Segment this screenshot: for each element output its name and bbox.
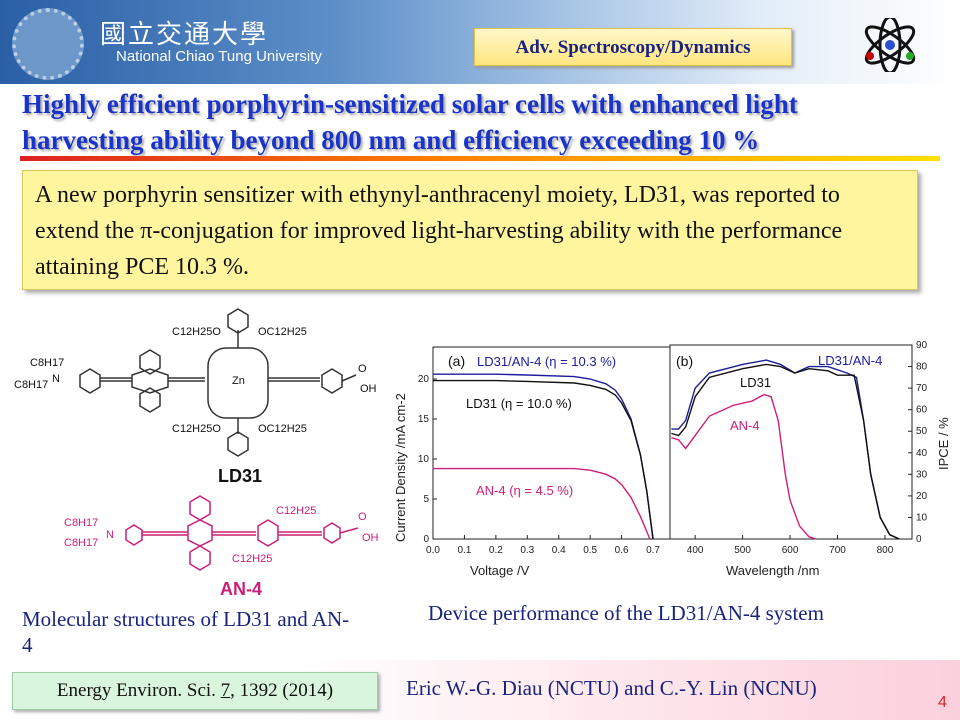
atom-icon — [864, 18, 916, 72]
title-line-1: Highly efficient porphyrin-sensitized so… — [22, 89, 798, 119]
an4-label-n: N — [106, 529, 114, 541]
x-tick-label: 0.4 — [552, 545, 566, 556]
y-tick-label: 70 — [916, 383, 928, 394]
series-line-ld31-an-4 — [671, 359, 900, 540]
y-tick-label: 30 — [916, 469, 928, 480]
legend-ld31-ipce: LD31 — [740, 375, 771, 390]
university-seal-logo — [12, 8, 84, 80]
y-tick-label: 90 — [916, 340, 928, 351]
structures-caption: Molecular structures of LD31 and AN-4 — [22, 607, 350, 657]
y-tick-label: 40 — [916, 448, 928, 459]
legend-ld31-an4-jv: LD31/AN-4 (η = 10.3 %) — [477, 354, 616, 369]
x-tick-label: 0.3 — [520, 545, 534, 556]
x-tick-label: 400 — [687, 545, 704, 556]
series-line-an-4 — [671, 393, 817, 540]
x-tick-label: 800 — [877, 545, 894, 556]
ld31-label-zn: Zn — [232, 375, 245, 387]
university-name-en: National Chiao Tung University — [116, 48, 322, 65]
header-banner: 國立交通大學 National Chiao Tung University — [0, 0, 960, 84]
panel-a-label: (a) — [448, 353, 465, 369]
an4-structure — [125, 495, 359, 571]
citation-volume: 7 — [220, 680, 231, 701]
page-number: 4 — [938, 694, 947, 711]
y-tick-label: 10 — [418, 454, 430, 465]
slide-title: Highly efficient porphyrin-sensitized so… — [22, 86, 952, 158]
y-tick-label: 0 — [916, 534, 922, 545]
an4-label-o: O — [358, 511, 367, 523]
an4-name: AN-4 — [220, 579, 262, 599]
an4-label-c8-bottom: C8H17 — [64, 537, 98, 549]
citation-pages: , 1392 (2014) — [230, 680, 334, 701]
x-tick-label: 0.7 — [646, 545, 660, 556]
ld31-label-c8-bottom: C8H17 — [14, 379, 48, 391]
an4-label-c12-bottom: C12H25 — [232, 553, 272, 565]
citation-box: Energy Environ. Sci. 7, 1392 (2014) — [12, 672, 378, 710]
an4-label-oh: OH — [362, 532, 379, 544]
y-tick-label: 0 — [423, 534, 429, 545]
an4-label-c8-top: C8H17 — [64, 517, 98, 529]
summary-box: A new porphyrin sensitizer with ethynyl-… — [22, 170, 918, 290]
ld31-label-o: O — [358, 363, 367, 375]
y-tick-label: 20 — [418, 374, 430, 385]
ld31-name: LD31 — [218, 466, 262, 486]
citation-journal: Energy Environ. Sci. — [56, 680, 221, 701]
y-tick-label: 5 — [423, 494, 429, 505]
legend-an4-jv: AN-4 (η = 4.5 %) — [476, 483, 573, 498]
ld31-label-c12o-bottom: C12H25O — [172, 423, 221, 435]
x-tick-label: 0.5 — [583, 545, 597, 556]
ld31-label-n: N — [52, 373, 60, 385]
series-line-ld31 — [433, 379, 654, 540]
university-name-cn: 國立交通大學 — [100, 20, 269, 50]
y-tick-label: 60 — [916, 405, 928, 416]
x-tick-label: 0.2 — [489, 545, 503, 556]
y-tick-label: 20 — [916, 491, 928, 502]
ld31-structure — [79, 308, 357, 457]
x-tick-label: 600 — [782, 545, 799, 556]
x-tick-label: 0.0 — [426, 545, 440, 556]
series-line-ld31 — [671, 363, 900, 540]
series-line-an-4 — [433, 467, 651, 540]
x-tick-label: 500 — [734, 545, 751, 556]
category-tag: Adv. Spectroscopy/Dynamics — [474, 28, 792, 66]
legend-ld31-jv: LD31 (η = 10.0 %) — [466, 396, 572, 411]
legend-ld31-an4-ipce: LD31/AN-4 — [818, 353, 882, 368]
title-divider — [20, 156, 940, 161]
ld31-label-oc12-top: OC12H25 — [258, 326, 307, 338]
jv-curve-chart: 0.0 0.1 0.2 0.3 0.4 0.5 0.6 0.7 0 5 10 15 20 — [418, 346, 671, 556]
y-axis-label-ipce: IPCE / % — [936, 417, 951, 470]
y-tick-label: 50 — [916, 426, 928, 437]
authors: Eric W.-G. Diau (NCTU) and C.-Y. Lin (NC… — [406, 676, 817, 700]
chart-caption: Device performance of the LD31/AN-4 syst… — [428, 601, 824, 625]
ld31-label-c8-top: C8H17 — [30, 357, 64, 369]
ipce-chart: 400 500 600 700 800 0 10 20 30 40 50 60 70 80 90 — [669, 340, 928, 556]
molecular-structures: C12H25O OC12H25 C12H25O OC12H25 C8H17 N … — [14, 308, 379, 599]
x-tick-label: 700 — [829, 545, 846, 556]
panel-b-label: (b) — [676, 353, 693, 369]
ld31-label-oh: OH — [360, 383, 377, 395]
ld31-label-c12o-top: C12H25O — [172, 326, 221, 338]
y-tick-label: 15 — [418, 414, 430, 425]
y-tick-label: 80 — [916, 362, 928, 373]
x-axis-label-voltage: Voltage /V — [470, 563, 530, 578]
ld31-label-oc12-bottom: OC12H25 — [258, 423, 307, 435]
x-tick-label: 0.6 — [615, 545, 629, 556]
x-tick-label: 0.1 — [457, 545, 471, 556]
y-axis-label-current-density: Current Density /mA cm-2 — [393, 393, 408, 542]
an4-label-c12-top: C12H25 — [276, 505, 316, 517]
plot-frame — [669, 344, 913, 540]
x-axis-label-wavelength: Wavelength /nm — [726, 563, 819, 578]
y-tick-label: 10 — [916, 512, 928, 523]
title-line-2: harvesting ability beyond 800 nm and eff… — [22, 125, 760, 155]
legend-an4-ipce: AN-4 — [730, 418, 760, 433]
